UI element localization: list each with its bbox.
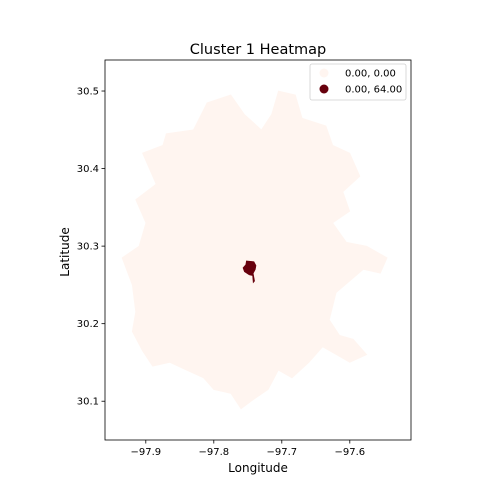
y-tick-label: 30.5 bbox=[77, 87, 99, 98]
y-tick-label: 30.1 bbox=[77, 397, 99, 408]
y-tick-label: 30.2 bbox=[77, 319, 99, 330]
highlight-region bbox=[242, 260, 257, 284]
legend-frame bbox=[309, 63, 407, 101]
x-axis-ticks: −97.9 −97.8 −97.7 −97.6 bbox=[130, 440, 365, 458]
y-tick-label: 30.4 bbox=[77, 164, 99, 175]
legend-label: 0.00, 0.00 bbox=[345, 69, 396, 80]
legend-marker bbox=[319, 68, 329, 78]
x-axis-label: Longitude bbox=[228, 461, 288, 475]
legend: 0.00, 0.00 0.00, 64.00 bbox=[309, 63, 407, 101]
x-tick-label: −97.7 bbox=[266, 447, 297, 458]
background-region bbox=[121, 90, 388, 410]
plot-area bbox=[121, 90, 388, 410]
x-tick-label: −97.6 bbox=[334, 447, 365, 458]
chart-title: Cluster 1 Heatmap bbox=[190, 42, 327, 58]
legend-label: 0.00, 64.00 bbox=[345, 85, 402, 96]
x-tick-label: −97.8 bbox=[198, 447, 229, 458]
legend-marker bbox=[319, 84, 329, 94]
plot-frame bbox=[104, 59, 412, 441]
y-tick-label: 30.3 bbox=[77, 242, 99, 253]
x-tick-label: −97.9 bbox=[130, 447, 161, 458]
y-axis-ticks: 30.1 30.2 30.3 30.4 30.5 bbox=[77, 87, 105, 408]
y-axis-label: Latitude bbox=[58, 227, 72, 276]
